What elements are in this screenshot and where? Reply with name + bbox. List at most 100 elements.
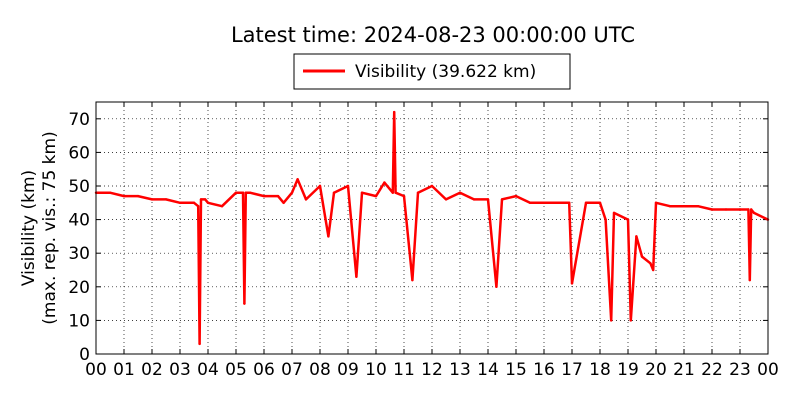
x-tick-label: 11 [393,360,415,380]
visibility-data-point [374,194,378,198]
visibility-data-point [696,205,700,208]
visibility-data-point [296,178,299,181]
visibility-data-point [416,191,420,194]
visibility-data-point [629,319,632,322]
visibility-data-point [234,191,238,194]
visibility-data-point [360,191,364,194]
visibility-data-point [514,194,518,198]
visibility-data-point [652,268,655,272]
visibility-data-point [444,198,448,201]
visibility-data-point [500,198,504,201]
visibility-data-point [282,201,285,204]
x-tick-label: 22 [701,360,723,380]
visibility-data-point [584,201,588,204]
x-tick-label: 13 [449,360,471,380]
x-tick-label: 01 [113,360,135,380]
y-tick-label: 0 [79,345,90,365]
chart-title: Latest time: 2024-08-23 00:00:00 UTC [231,23,635,47]
visibility-data-point [327,235,330,238]
visibility-data-point [654,201,658,204]
visibility-data-point [150,198,154,201]
y-tick-label: 50 [68,177,90,197]
x-tick-label: 09 [337,360,359,380]
visibility-data-point [122,194,126,198]
x-tick-label: 08 [309,360,331,380]
x-tick-label: 00 [85,360,107,380]
visibility-data-point [164,198,168,201]
visibility-data-point [198,342,201,346]
visibility-data-point [668,205,672,208]
x-tick-label: 06 [253,360,275,380]
x-tick-label: 10 [365,360,387,380]
visibility-data-point [430,184,434,188]
visibility-data-point [495,285,498,288]
visibility-data-point [724,208,728,211]
x-tick-label: 21 [673,360,695,380]
x-tick-label: 00 [757,360,779,380]
visibility-data-point [355,275,358,278]
visibility-data-point [612,211,616,215]
y-tick-label: 20 [68,278,90,298]
visibility-data-point [346,184,350,188]
plot-frame [95,101,769,355]
visibility-data-point [318,184,322,188]
visibility-data-point [136,194,140,198]
visibility-data-point [206,201,210,204]
x-tick-label: 14 [477,360,499,380]
visibility-data-point [598,201,602,204]
x-tick-label: 02 [141,360,163,380]
visibility-data-point [748,278,751,282]
visibility-data-point [290,191,294,194]
visibility-data-point [640,255,644,258]
grid [96,102,768,354]
visibility-data-point [568,201,571,204]
visibility-data-point [682,205,686,208]
y-tick-label: 40 [68,211,90,231]
visibility-data-point [383,181,386,184]
visibility-data-point [244,191,247,194]
x-tick-label: 17 [561,360,583,380]
visibility-data-point [486,198,490,201]
visibility-data-point [710,208,714,211]
visibility-data-point [472,198,476,201]
visibility-data-point [199,198,203,201]
visibility-data-point [391,191,394,194]
visibility-data-point [570,282,574,285]
visibility-data-point [458,191,462,194]
visibility-data-point [304,198,308,201]
y-axis-label-line1: Visibility (km) [19,170,39,286]
visibility-data-point [393,110,396,114]
visibility-data-point [738,208,742,211]
visibility-data-point [747,208,750,211]
visibility-data-point [752,211,756,215]
x-tick-label: 19 [617,360,639,380]
legend: Visibility (39.622 km) [293,53,571,90]
visibility-data-point [411,278,414,282]
series-layer [94,110,770,346]
y-axis: 0 10 20 30 40 50 60 70 [68,110,768,365]
x-tick-label: 05 [225,360,247,380]
visibility-data-point [394,191,397,194]
visibility-data-point [220,205,224,208]
x-tick-label: 20 [645,360,667,380]
x-tick-label: 18 [589,360,611,380]
visibility-data-point [192,201,196,204]
visibility-data-point [649,262,652,265]
x-tick-label: 15 [505,360,527,380]
visibility-data-point [248,191,252,194]
x-tick-label: 04 [197,360,219,380]
visibility-data-point [204,198,207,201]
x-axis: 00 01 02 03 04 05 06 07 08 09 10 11 12 13 14 15 16 17 18 19… [85,102,779,380]
x-tick-label: 07 [281,360,303,380]
y-tick-label: 30 [68,244,90,264]
legend-label: Visibility (39.622 km) [355,62,536,82]
visibility-data-point [197,205,200,208]
visibility-data-point [262,194,266,198]
visibility-data-point [556,201,560,204]
y-axis-label: Visibility (km) (max. rep. vis.: 75 km) [19,131,60,324]
visibility-data-point [241,191,245,194]
visibility-data-point [626,218,630,221]
y-tick-label: 70 [68,110,90,130]
visibility-data-point [108,191,112,194]
